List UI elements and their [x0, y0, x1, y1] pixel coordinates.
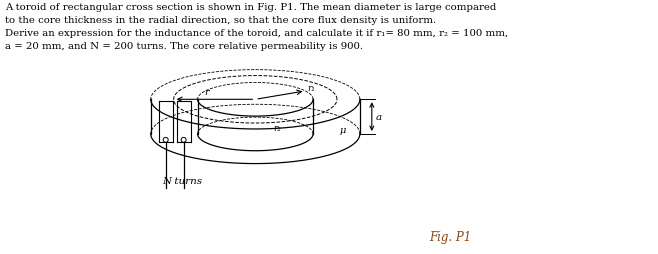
Text: μ: μ — [340, 125, 346, 134]
Text: a = 20 mm, and N = 200 turns. The core relative permeability is 900.: a = 20 mm, and N = 200 turns. The core r… — [5, 42, 363, 51]
Text: r₂: r₂ — [273, 123, 281, 132]
Text: A toroid of rectangular cross section is shown in Fig. P1. The mean diameter is : A toroid of rectangular cross section is… — [5, 3, 497, 12]
Text: r₁: r₁ — [307, 84, 315, 92]
Text: r: r — [204, 88, 209, 97]
Text: to the core thickness in the radial direction, so that the core flux density is : to the core thickness in the radial dire… — [5, 16, 437, 25]
Text: a: a — [376, 113, 382, 122]
Text: Fig. P1: Fig. P1 — [430, 230, 472, 243]
Text: Derive an expression for the inductance of the toroid, and calculate it if r₁= 8: Derive an expression for the inductance … — [5, 29, 509, 38]
Text: N turns: N turns — [162, 177, 202, 186]
